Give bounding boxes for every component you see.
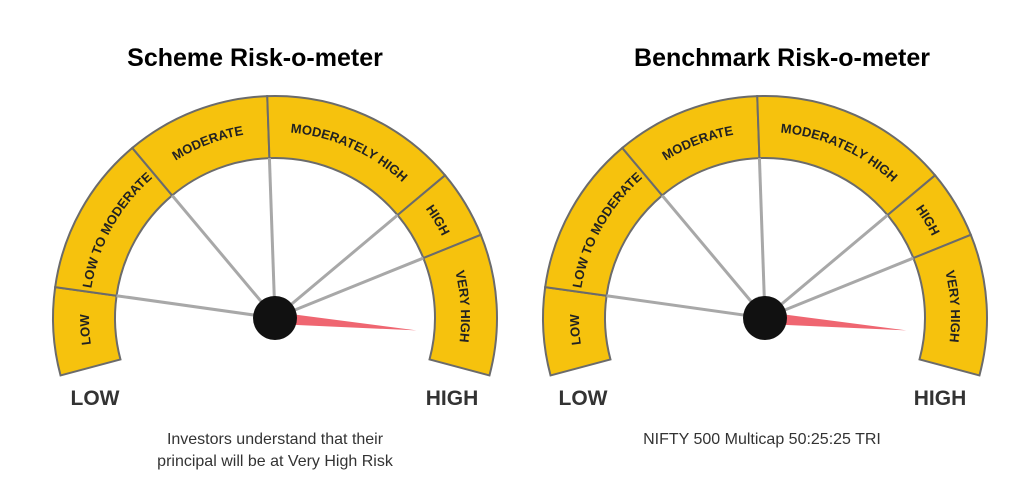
gauge-segment — [912, 233, 988, 377]
needle — [781, 314, 907, 331]
gauge-spoke — [274, 214, 399, 320]
gauge-spoke — [764, 214, 889, 320]
needle — [291, 314, 417, 331]
segment-label: LOW — [77, 313, 94, 346]
segment-label-path: LOW — [567, 313, 584, 346]
gauge-spoke — [274, 256, 424, 320]
caption: principal will be at Very High Risk — [157, 453, 394, 470]
segment-label-path: LOW — [77, 313, 94, 346]
gauge-spoke — [764, 256, 914, 320]
high-label: HIGH — [426, 387, 479, 410]
gauge-spoke — [606, 294, 766, 320]
high-label: HIGH — [914, 387, 967, 410]
gauge-spoke — [171, 194, 277, 319]
meter-title: Benchmark Risk-o-meter — [634, 44, 930, 72]
gauge-spoke — [661, 194, 767, 319]
caption: Investors understand that their — [167, 431, 384, 448]
meter-title: Scheme Risk-o-meter — [127, 44, 383, 72]
gauge-segment — [422, 233, 498, 377]
caption: NIFTY 500 Multicap 50:25:25 TRI — [643, 431, 881, 448]
gauge-spoke — [116, 294, 276, 320]
low-label: LOW — [559, 387, 608, 410]
segment-label: LOW — [567, 313, 584, 346]
needle-hub — [253, 296, 297, 340]
gauge-spoke — [267, 158, 277, 319]
gauge-spoke — [757, 158, 767, 319]
needle-hub — [743, 296, 787, 340]
low-label: LOW — [71, 387, 120, 410]
